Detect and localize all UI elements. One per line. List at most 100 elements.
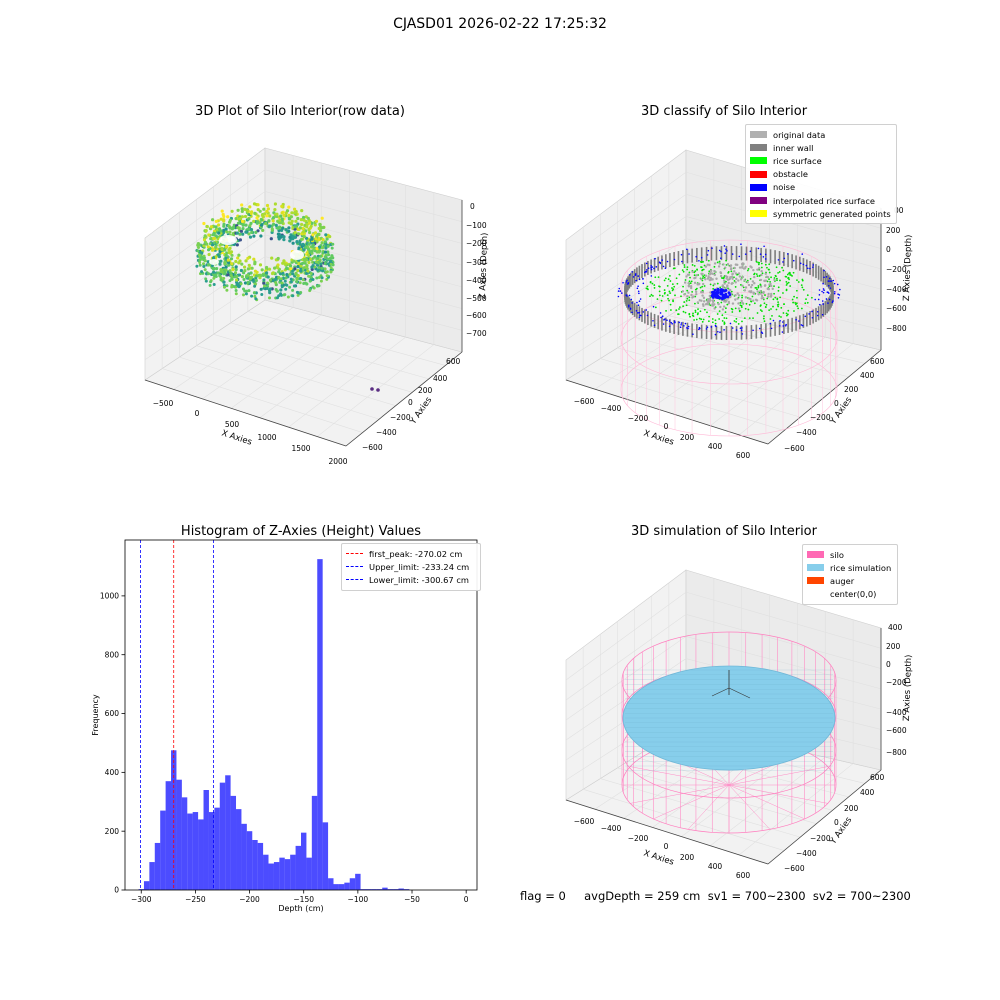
original-point xyxy=(707,276,710,279)
data-point xyxy=(265,287,269,290)
data-point xyxy=(331,256,335,260)
data-point xyxy=(280,211,284,215)
rice-surface-point xyxy=(804,302,807,305)
histogram-bar xyxy=(181,797,188,890)
rice-surface-point xyxy=(783,303,785,306)
z-tick-label: 200 xyxy=(886,226,901,235)
rice-surface-point xyxy=(735,320,738,323)
data-point xyxy=(252,291,256,295)
original-point xyxy=(706,297,710,301)
data-point xyxy=(252,257,256,261)
rice-surface-point xyxy=(773,285,775,288)
data-point xyxy=(298,281,302,285)
rice-surface-point xyxy=(724,311,727,314)
rice-surface-point xyxy=(647,288,649,291)
rice-surface-point xyxy=(752,317,754,320)
x-tick-label: 1500 xyxy=(291,444,310,453)
grid-line xyxy=(651,326,849,378)
data-point xyxy=(274,223,278,227)
rice-surface-point xyxy=(703,285,706,287)
noise-point xyxy=(635,279,638,282)
original-point xyxy=(747,283,751,287)
noise-point xyxy=(806,267,809,270)
data-point xyxy=(301,230,306,234)
legend-swatch xyxy=(346,553,363,555)
original-point xyxy=(729,295,732,299)
data-point xyxy=(282,259,286,263)
data-point xyxy=(310,237,314,241)
noise-point xyxy=(710,290,714,294)
original-point xyxy=(681,290,685,293)
original-point xyxy=(773,278,776,282)
y-axis-label: Frequency xyxy=(91,694,100,736)
noise-point xyxy=(801,253,804,255)
rice-surface-point xyxy=(707,259,710,262)
original-point xyxy=(730,275,734,279)
z-tick-label: −100 xyxy=(466,221,487,230)
rice-surface-point xyxy=(671,287,673,289)
original-point xyxy=(754,298,758,302)
noise-point xyxy=(727,291,731,295)
data-point xyxy=(210,243,215,247)
data-point xyxy=(289,267,293,271)
noise-point xyxy=(673,320,676,322)
data-point xyxy=(238,232,242,236)
data-point xyxy=(320,266,324,270)
rice-surface-point xyxy=(745,302,748,305)
original-point xyxy=(758,267,761,270)
data-point xyxy=(330,246,334,250)
y-tick-label: 600 xyxy=(870,357,885,366)
rice-surface-point xyxy=(668,299,670,302)
data-point xyxy=(207,248,211,252)
data-point xyxy=(219,259,223,263)
noise-point xyxy=(619,290,622,292)
noise-point xyxy=(650,275,653,277)
x-tick-label: −50 xyxy=(404,895,420,904)
noise-point xyxy=(674,321,676,324)
original-point xyxy=(759,285,763,288)
data-point xyxy=(300,222,304,227)
original-point xyxy=(709,291,712,294)
rice-surface-point xyxy=(714,319,717,322)
noise-point xyxy=(838,294,841,296)
data-point xyxy=(281,276,286,280)
data-point xyxy=(284,228,288,232)
noise-point xyxy=(662,323,665,325)
y-tick-label: 400 xyxy=(860,371,875,380)
data-point xyxy=(265,271,269,275)
rice-surface-point xyxy=(689,282,692,285)
rice-surface-point xyxy=(694,295,697,298)
plot-frame xyxy=(124,539,478,891)
data-point xyxy=(283,279,287,283)
original-point xyxy=(734,298,737,301)
rice-surface-point xyxy=(758,275,761,277)
data-point xyxy=(218,262,222,266)
data-point xyxy=(256,208,260,212)
data-point xyxy=(288,285,292,289)
original-point xyxy=(759,289,762,293)
data-point xyxy=(319,279,323,283)
noise-point xyxy=(698,259,700,262)
data-point xyxy=(260,218,264,222)
rice-surface-point xyxy=(785,284,788,286)
noise-point xyxy=(625,294,628,296)
x-tick-label: 0 xyxy=(664,842,669,851)
data-point xyxy=(224,227,228,231)
data-point xyxy=(279,277,283,281)
data-point xyxy=(309,224,313,228)
original-point xyxy=(733,266,736,270)
rice-surface-point xyxy=(772,305,774,308)
data-point xyxy=(299,264,303,268)
data-point xyxy=(315,250,319,254)
data-point xyxy=(205,225,209,229)
data-point xyxy=(202,221,206,226)
histogram-bar xyxy=(365,889,372,890)
grid-line xyxy=(144,277,463,360)
grid-line xyxy=(634,336,833,391)
data-point xyxy=(301,278,305,282)
data-point xyxy=(234,259,238,264)
rice-surface-point xyxy=(771,314,773,317)
grid-line xyxy=(230,322,350,409)
noise-point xyxy=(706,254,709,256)
rice-surface-point xyxy=(786,313,789,316)
